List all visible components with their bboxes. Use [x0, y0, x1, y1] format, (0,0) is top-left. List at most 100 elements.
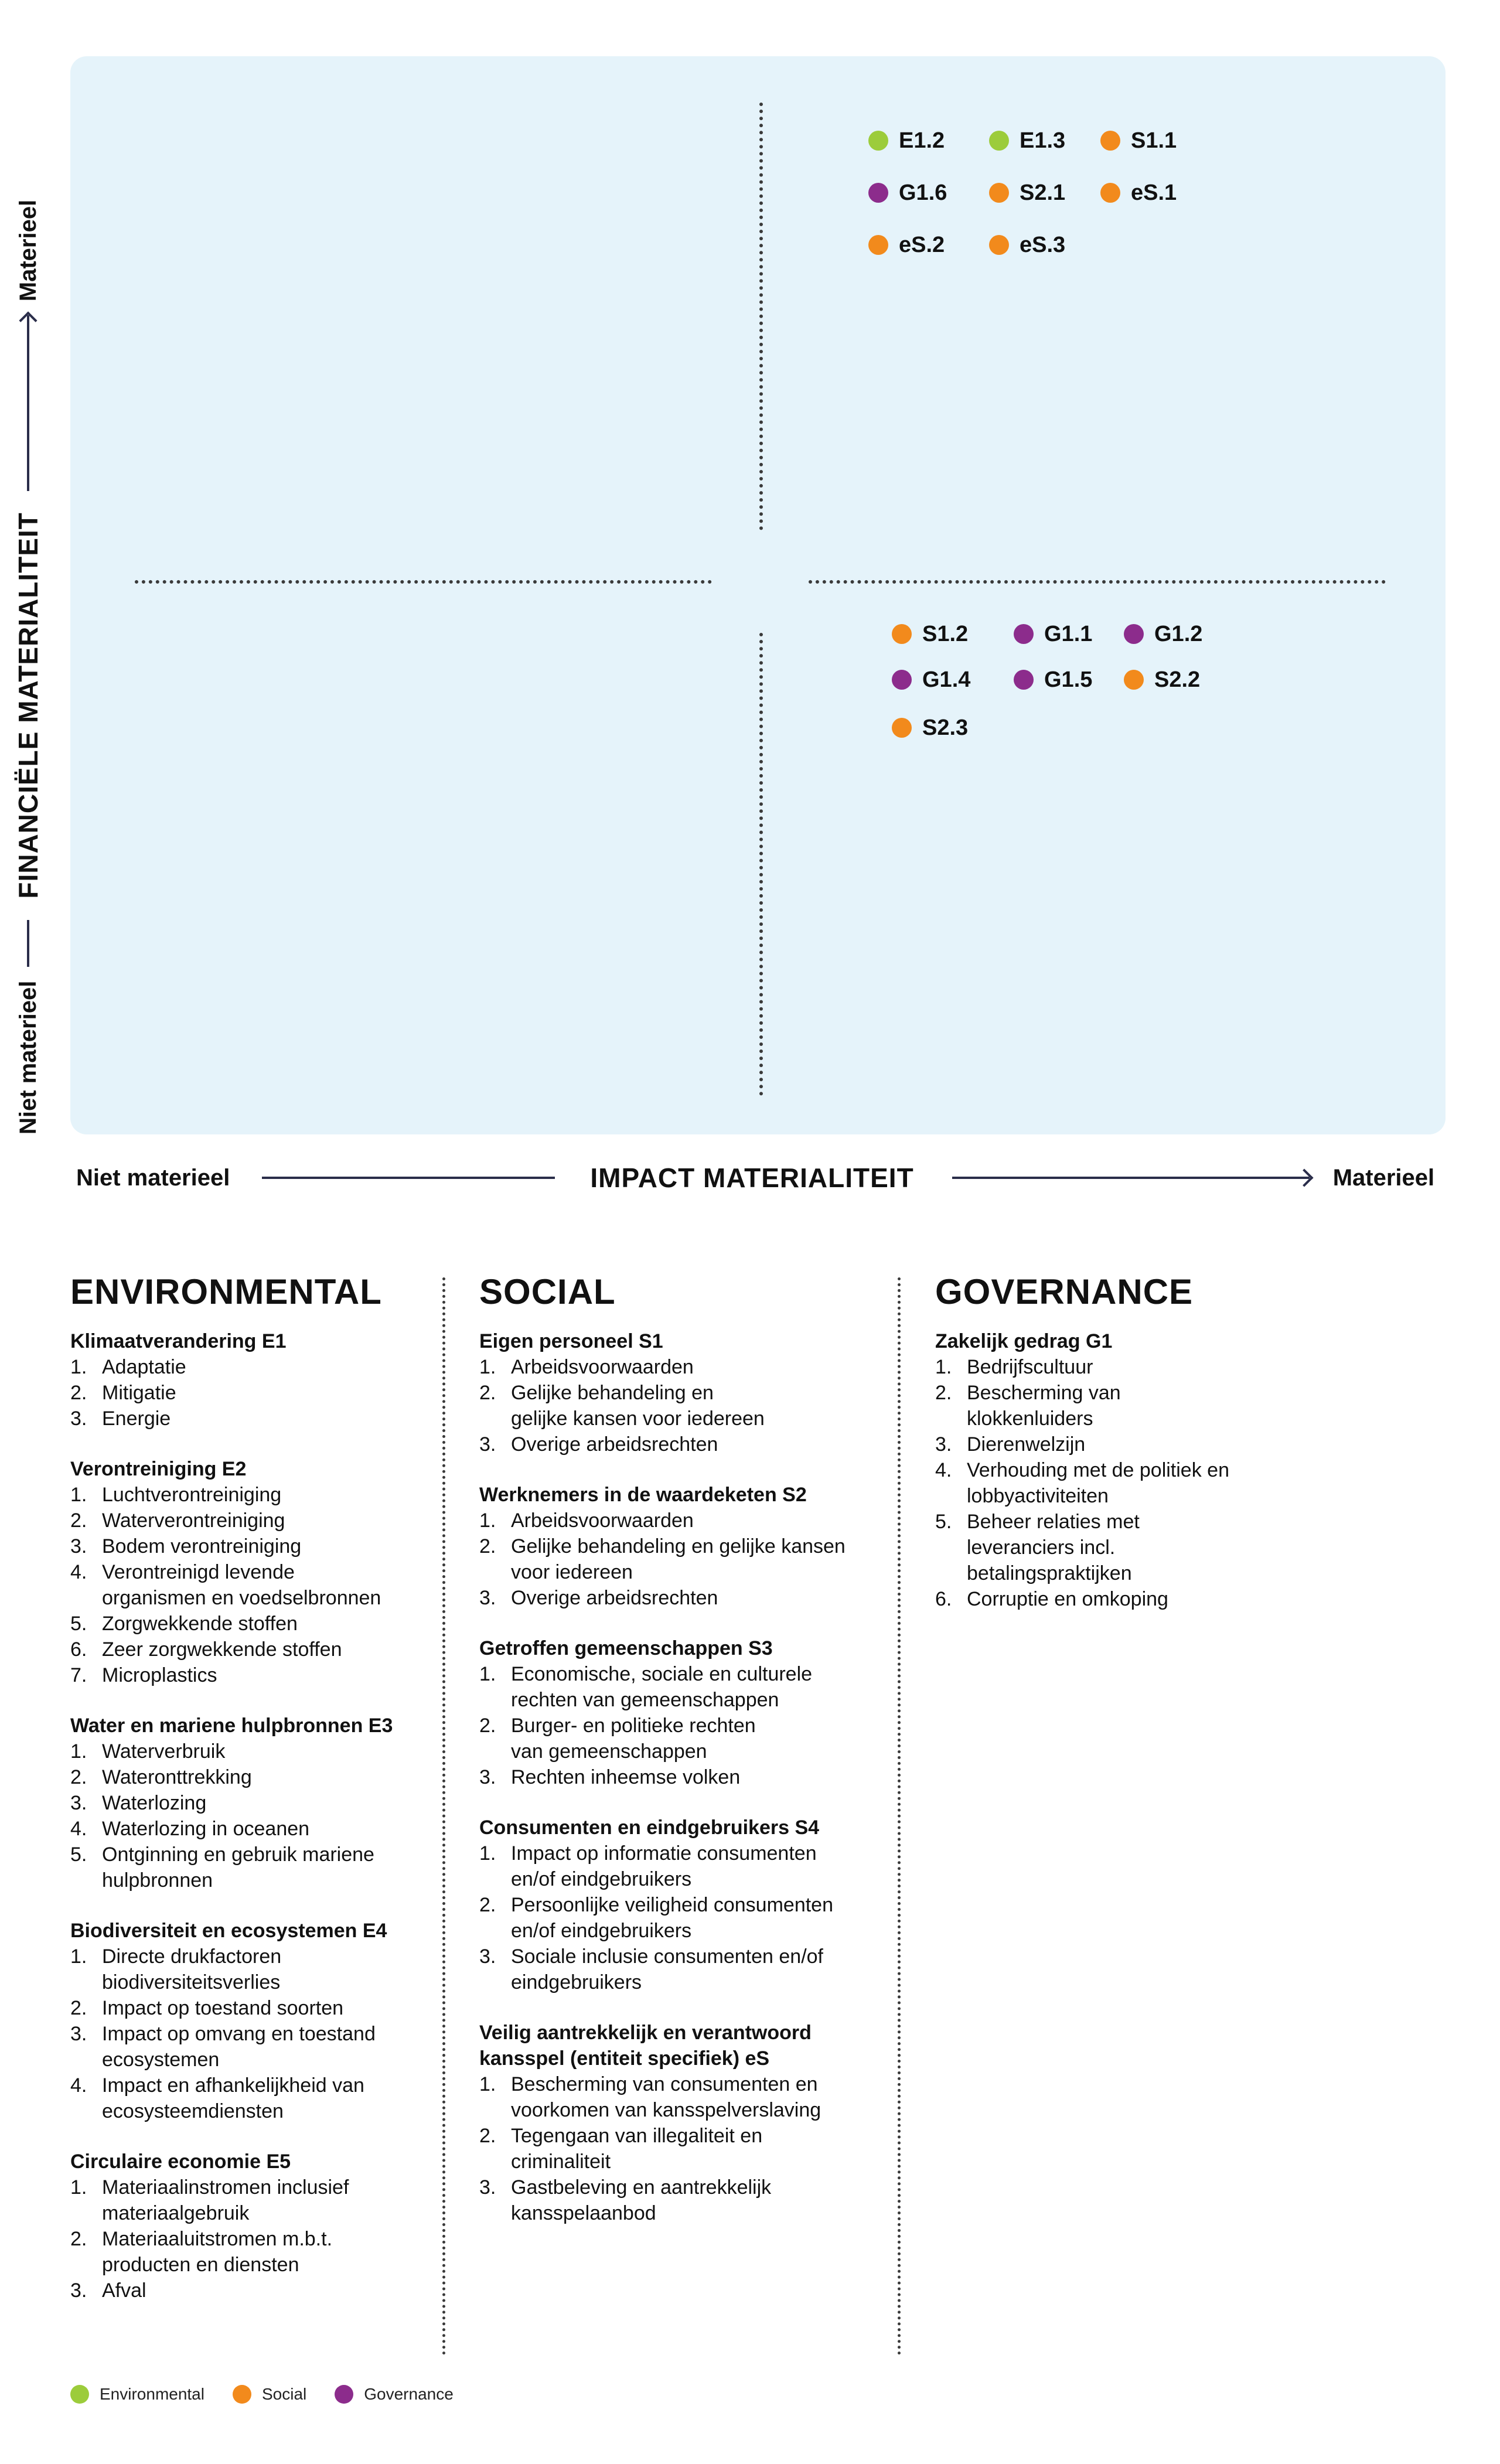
list-item-number: 1. — [70, 1945, 87, 1968]
horizontal-divider-left — [135, 580, 712, 584]
list-item: 6. Zeer zorgwekkende stoffen — [70, 1637, 434, 1662]
topic-dot-icon — [892, 718, 912, 738]
column-title: SOCIAL — [479, 1272, 616, 1311]
list-item-text: Gelijke behandeling en gelijke kansen vo… — [511, 1382, 765, 1430]
topic-dot-icon — [868, 131, 888, 151]
list-item: 2. Bescherming van klokkenluiders — [935, 1380, 1357, 1432]
topic-group: Eigen personeel S1 1. Arbeidsvoorwaarden 2.… — [479, 1328, 901, 1457]
list-item-number: 3. — [479, 1766, 496, 1788]
list-item-text: Directe drukfactoren biodiversiteitsverl… — [102, 1945, 282, 1993]
list-item-text: Waterverontreiniging — [102, 1509, 285, 1532]
list-item: 2. Burger- en politieke rechten van gemee… — [479, 1713, 901, 1764]
column-title: GOVERNANCE — [935, 1272, 1194, 1311]
list-item: 2. Gelijke behandeling en gelijke kansen … — [479, 1380, 901, 1432]
list-item-text: Waterverbruik — [102, 1740, 226, 1763]
legend-dot-icon — [335, 2385, 354, 2404]
list-item-number: 4. — [70, 2074, 87, 2097]
list-item: 1. Waterverbruik — [70, 1739, 434, 1764]
materiality-matrix — [70, 56, 1446, 1134]
list-item-number: 2. — [479, 2125, 496, 2147]
legend-item: Governance — [335, 2385, 454, 2404]
topic-group-title: Eigen personeel S1 — [479, 1330, 663, 1352]
topic-dot-icon — [1014, 670, 1034, 690]
list-item-text: Rechten inheemse volken — [511, 1766, 741, 1788]
y-axis-line-lower — [27, 919, 29, 967]
column-divider — [898, 1277, 901, 2356]
topic-dot-icon — [1014, 624, 1034, 644]
topic-marker: G1.2 — [1124, 616, 1202, 652]
list-item: 2. Mitigatie — [70, 1380, 434, 1406]
topic-code-label: eS.2 — [899, 232, 945, 257]
list-item: 4. Verontreinigd levende organismen en vo… — [70, 1559, 434, 1611]
list-item-text: Verontreinigd levende organismen en voed… — [102, 1561, 381, 1609]
list-item-text: Arbeidsvoorwaarden — [511, 1509, 694, 1532]
list-item-number: 3. — [935, 1433, 952, 1456]
list-item: 1. Economische, sociale en culturele rech… — [479, 1661, 901, 1713]
horizontal-divider-right — [809, 580, 1386, 584]
column-title: ENVIRONMENTAL — [70, 1272, 382, 1311]
topic-group: Veilig aantrekkelijk en verantwoord kans… — [479, 2020, 901, 2226]
list-item-number: 7. — [70, 1664, 87, 1686]
list-item-text: Waterlozing in oceanen — [102, 1818, 310, 1840]
list-item-number: 2. — [70, 1997, 87, 2019]
topic-dot-icon — [892, 670, 912, 690]
topic-code-label: G1.4 — [922, 667, 971, 692]
list-item-text: Zeer zorgwekkende stoffen — [102, 1638, 342, 1661]
social-column: SOCIAL Eigen personeel S1 1. Arbeidsvoorwaa… — [479, 1272, 901, 2251]
list-item-number: 3. — [479, 1945, 496, 1968]
list-item: 2. Persoonlijke veiligheid consumenten en… — [479, 1892, 901, 1944]
list-item: 4. Impact en afhankelijkheid van ecosyste… — [70, 2073, 434, 2124]
topic-marker: eS.1 — [1100, 175, 1177, 210]
list-item: 1. Bedrijfscultuur — [935, 1354, 1357, 1380]
environmental-column: ENVIRONMENTAL Klimaatverandering E1 1. Adap… — [70, 1272, 434, 2328]
y-axis-arrow-icon — [27, 315, 29, 492]
x-axis-line-left — [262, 1177, 555, 1179]
topic-group: Klimaatverandering E1 1. Adaptatie 2. Mitiga… — [70, 1328, 434, 1432]
topic-dot-icon — [868, 235, 888, 255]
list-item: 3. Sociale inclusie consumenten en/of ein… — [479, 1944, 901, 1995]
list-item-number: 1. — [935, 1356, 952, 1378]
list-item-text: Bescherming van klokkenluiders — [967, 1382, 1121, 1430]
topic-code-label: G1.6 — [899, 180, 947, 205]
topic-code-label: G1.1 — [1044, 621, 1093, 646]
y-axis: Niet materieel FINANCIËLE MATERIALITEIT … — [5, 56, 52, 1134]
list-item-number: 2. — [70, 2228, 87, 2250]
topic-list: 1. Bedrijfscultuur 2. Bescherming van klokk… — [935, 1354, 1357, 1612]
list-item-number: 1. — [479, 1663, 496, 1685]
list-item: 3. Overige arbeidsrechten — [479, 1432, 901, 1457]
topic-dot-icon — [989, 183, 1009, 203]
list-item-text: Overige arbeidsrechten — [511, 1433, 718, 1456]
list-item-text: Persoonlijke veiligheid consumenten en/o… — [511, 1894, 833, 1942]
list-item-text: Bodem verontreiniging — [102, 1535, 302, 1558]
topic-dot-icon — [892, 624, 912, 644]
list-item: 6. Corruptie en omkoping — [935, 1586, 1357, 1612]
list-item: 1. Directe drukfactoren biodiversiteitsve… — [70, 1944, 434, 1995]
legend-dot-icon — [70, 2385, 89, 2404]
topic-marker: S2.3 — [892, 710, 968, 745]
list-item: 2. Wateronttrekking — [70, 1764, 434, 1790]
list-item-text: Energie — [102, 1407, 171, 1430]
topic-marker: E1.2 — [868, 123, 945, 158]
list-item-number: 3. — [70, 1792, 87, 1814]
list-item: 3. Afval — [70, 2278, 434, 2303]
x-axis: Niet materieel IMPACT MATERIALITEIT Mate… — [76, 1157, 1446, 1198]
topic-code-label: S1.2 — [922, 621, 969, 646]
topic-list: 1. Economische, sociale en culturele rech… — [479, 1661, 901, 1790]
column-divider — [442, 1277, 445, 2356]
list-item-text: Impact op toestand soorten — [102, 1997, 344, 2019]
topic-code-label: S2.1 — [1020, 180, 1066, 205]
list-item-number: 6. — [70, 1638, 87, 1661]
topic-code-label: S1.1 — [1131, 128, 1177, 153]
topic-group-title: Zakelijk gedrag G1 — [935, 1330, 1113, 1352]
list-item-text: Wateronttrekking — [102, 1766, 252, 1788]
topic-marker: G1.6 — [868, 175, 947, 210]
list-item-text: Mitigatie — [102, 1382, 176, 1404]
list-item-text: Burger- en politieke rechten van gemeens… — [511, 1715, 756, 1763]
list-item-number: 4. — [935, 1459, 952, 1481]
list-item-number: 6. — [935, 1588, 952, 1610]
list-item-text: Impact en afhankelijkheid van ecosysteem… — [102, 2074, 364, 2122]
vertical-divider-top — [759, 103, 763, 530]
topic-code-label: eS.1 — [1131, 180, 1177, 205]
topic-group: Werknemers in de waardeketen S2 1. Arbeids… — [479, 1482, 901, 1611]
list-item-number: 2. — [935, 1382, 952, 1404]
